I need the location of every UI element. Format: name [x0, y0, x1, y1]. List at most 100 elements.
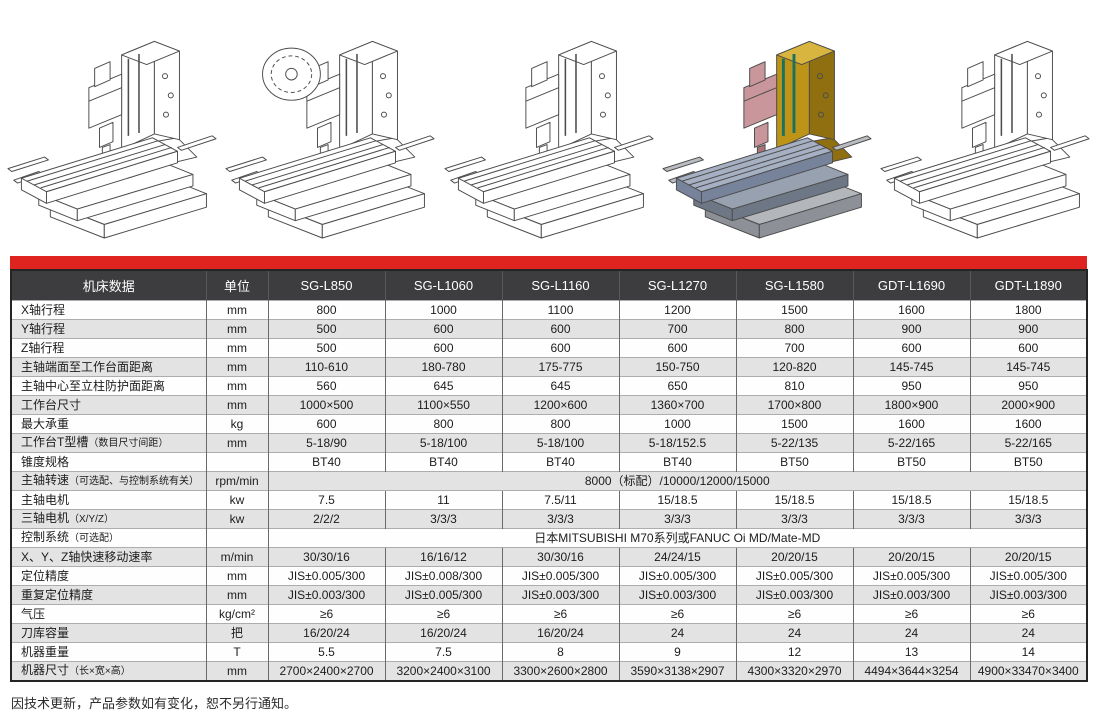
spec-cell: 24 [852, 623, 970, 643]
spec-cell: mm [205, 300, 268, 320]
spec-cell: 1700×800 [735, 395, 853, 415]
spec-cell: 150-750 [618, 357, 736, 377]
spec-row: 机器重量 T 5.5 7.5 8 9 12 13 14 [10, 642, 1087, 662]
spec-row-label: 定位精度 [21, 568, 70, 583]
spec-row: 刀库容量把 16/20/24 16/20/24 16/20/24 24 24 24 24 [10, 623, 1087, 643]
spec-row: 定位精度 mm JIS±0.005/300 JIS±0.008/300 JIS±0.00… [10, 566, 1087, 586]
spec-cell: 800 [384, 414, 502, 434]
spec-row-label: X轴行程 [21, 302, 66, 317]
spec-cell: 20/20/15 [852, 547, 970, 567]
spec-table-body: X轴行程 mm 800 1000 1100 1200 1500 1600 1800 Y轴行程 mm 5… [10, 300, 1087, 681]
spec-row-label: 主轴中心至立柱防护面距离 [21, 378, 166, 393]
footnote: 因技术更新，产品参数如有变化，恕不另行通知。 [11, 696, 298, 711]
spec-cell: 175-775 [501, 357, 619, 377]
spec-row-label: 工作台尺寸 [21, 397, 82, 412]
spec-cell: mm [205, 433, 268, 453]
spec-cell: 600 [969, 338, 1087, 358]
spec-table-header-row: 机床数据 单位 SG-L850 SG-L1060 SG-L1160 SG-L1270 SG-… [10, 270, 1087, 301]
spec-cell: 30/30/16 [267, 547, 385, 567]
tool-magazine-disc-icon [262, 47, 322, 101]
spec-cell: 3590×3138×2907 [618, 661, 736, 681]
spec-cell: 3/3/3 [384, 509, 502, 529]
column-header: SG-L1160 [501, 270, 619, 301]
spec-cell: 900 [969, 319, 1087, 339]
spec-cell: JIS±0.003/300 [618, 585, 736, 605]
spec-cell: BT50 [852, 452, 970, 472]
spec-cell: 20/20/15 [735, 547, 853, 567]
spec-cell: 800 [267, 300, 385, 320]
spec-cell: kg [205, 414, 268, 434]
spec-cell: 600 [618, 338, 736, 358]
spec-row-label: 锥度规格 [21, 454, 70, 469]
spec-row-label: 主轴端面至工作台面距离 [21, 359, 154, 374]
column-header: 机床数据 [10, 270, 206, 301]
spec-cell: 15/18.5 [735, 490, 853, 510]
spec-cell: 12 [735, 642, 853, 662]
spec-cell: Y轴行程 [10, 319, 206, 339]
spec-row-label: 三轴电机 [21, 511, 70, 525]
spec-cell: 24 [969, 623, 1087, 643]
spec-row-label-note: （可选配、与控制系统有关） [69, 476, 200, 487]
spec-cell [205, 528, 268, 548]
spec-row-label: 机器尺寸 [21, 663, 70, 677]
spec-cell: 日本MITSUBISHI M70系列或FANUC Oi MD/Mate-MD [267, 528, 1087, 548]
spec-cell: 16/16/12 [384, 547, 502, 567]
spec-row-label: 主轴电机 [21, 492, 70, 507]
column-header: SG-L1580 [735, 270, 853, 301]
spec-cell: ≥6 [267, 604, 385, 624]
spec-cell: 145-745 [852, 357, 970, 377]
spec-cell: 控制系统（可选配） [10, 528, 206, 548]
spec-cell: BT40 [384, 452, 502, 472]
spec-row: 主轴端面至工作台面距离 mm 110-610 180-780 175-775 150-75… [10, 357, 1087, 377]
spec-cell: 8000（标配）/10000/12000/15000 [267, 471, 1087, 491]
spec-cell: 主轴转速（可选配、与控制系统有关） [10, 471, 206, 491]
spec-cell: 7.5/11 [501, 490, 619, 510]
accent-bar [10, 256, 1087, 269]
spec-cell: 500 [267, 319, 385, 339]
spec-cell: JIS±0.003/300 [852, 585, 970, 605]
spec-cell: JIS±0.005/300 [384, 585, 502, 605]
spec-row: 机器尺寸（长×宽×高） mm 2700×2400×2700 3200×2400×310… [10, 661, 1087, 681]
spec-cell: 800 [735, 319, 853, 339]
spec-cell: ≥6 [852, 604, 970, 624]
spec-cell: 把 [205, 623, 268, 643]
machine-gallery [0, 0, 1097, 256]
spec-cell: kw [205, 490, 268, 510]
machine-illustration-4 [661, 12, 873, 252]
spec-cell: 2700×2400×2700 [267, 661, 385, 681]
spec-row: 主轴转速（可选配、与控制系统有关） rpm/min 8000（标配）/10000/1… [10, 471, 1087, 491]
spec-cell: mm [205, 338, 268, 358]
spec-cell: X、Y、Z轴快速移动速率 [10, 547, 206, 567]
spec-cell: Z轴行程 [10, 338, 206, 358]
spec-row-label: 主轴转速 [21, 473, 70, 487]
spec-cell: 700 [618, 319, 736, 339]
spec-cell: 最大承重 [10, 414, 206, 434]
spec-cell: BT40 [501, 452, 619, 472]
spec-cell: mm [205, 376, 268, 396]
spec-cell: 810 [735, 376, 853, 396]
spec-cell: mm [205, 395, 268, 415]
spec-cell: 工作台T型槽（数目尺寸间距） [10, 433, 206, 453]
spec-row-label: 控制系统 [21, 530, 70, 544]
spec-cell: 5-18/100 [501, 433, 619, 453]
spec-cell: 600 [384, 338, 502, 358]
spec-row-label: X、Y、Z轴快速移动速率 [21, 549, 153, 564]
spec-cell: JIS±0.005/300 [852, 566, 970, 586]
spec-cell: 11 [384, 490, 502, 510]
spec-cell: 定位精度 [10, 566, 206, 586]
spec-cell: 5-18/100 [384, 433, 502, 453]
spec-cell: 机器重量 [10, 642, 206, 662]
column-header: 单位 [205, 270, 268, 301]
spec-cell: kg/cm² [205, 604, 268, 624]
spec-cell: X轴行程 [10, 300, 206, 320]
spec-row: 主轴电机 kw 7.5 11 7.5/11 15/18.5 15/18.5 15/18.5 15… [10, 490, 1087, 510]
spec-row: X轴行程 mm 800 1000 1100 1200 1500 1600 1800 [10, 300, 1087, 320]
spec-cell: 8 [501, 642, 619, 662]
spec-cell: JIS±0.005/300 [501, 566, 619, 586]
spec-cell: 16/20/24 [384, 623, 502, 643]
spec-row-label: 重复定位精度 [21, 587, 94, 602]
column-header: GDT-L1890 [969, 270, 1087, 301]
spec-cell: 600 [852, 338, 970, 358]
spec-cell: 气压 [10, 604, 206, 624]
